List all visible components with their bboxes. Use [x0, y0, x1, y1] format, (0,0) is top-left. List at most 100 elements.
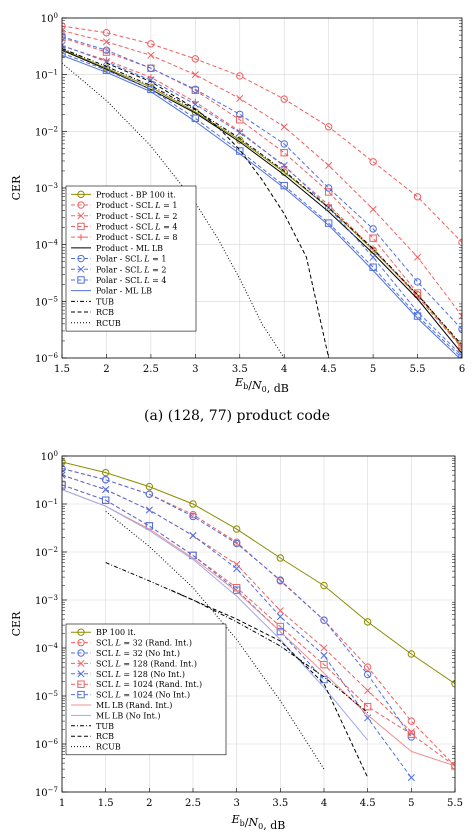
data-point — [363, 702, 372, 711]
chart-caption: (a) (128, 77) product code — [144, 408, 330, 424]
x-tick-label: 1.5 — [54, 364, 70, 375]
x-tick-label: 5.5 — [410, 364, 426, 375]
data-point — [236, 116, 244, 124]
data-point — [363, 670, 372, 679]
data-point — [276, 627, 285, 636]
data-point — [324, 123, 333, 131]
legend-item: TUB — [71, 297, 114, 306]
legend-marker — [77, 680, 85, 688]
data-point — [280, 148, 288, 157]
data-point — [369, 205, 377, 213]
data-point — [147, 76, 155, 84]
legend-item: RCB — [71, 732, 114, 741]
y-tick-label: 10−3 — [35, 594, 58, 607]
data-point — [324, 188, 333, 196]
data-point — [147, 40, 155, 48]
data-point — [276, 622, 285, 631]
y-tick-label: 10−3 — [35, 182, 58, 195]
y-tick-label: 10−6 — [35, 352, 59, 365]
x-tick-label: 2.5 — [143, 364, 159, 375]
legend-marker — [77, 222, 85, 231]
series-line — [62, 37, 462, 349]
series-line — [62, 44, 462, 357]
legend-marker — [77, 190, 85, 199]
legend-label: RCB — [96, 308, 114, 317]
series-line — [62, 30, 462, 317]
series-line — [62, 36, 462, 330]
data-point — [363, 618, 372, 626]
x-tick-label: 3 — [233, 798, 239, 809]
y-tick-label: 100 — [41, 450, 58, 463]
legend-marker — [77, 670, 85, 678]
data-point — [191, 55, 200, 63]
data-point — [280, 140, 288, 148]
data-point — [413, 312, 422, 320]
plot-frame — [61, 455, 456, 793]
legend-item: Product - ML LB — [71, 244, 163, 253]
legend-marker — [77, 276, 85, 284]
data-point — [102, 66, 111, 74]
legend-label: Product - SCL L = 1 — [96, 201, 177, 210]
data-point — [62, 471, 66, 479]
chart-1: 1.5 2 2.5 3 3.5 4 4.5 5 5.5 6 100 10−1 10−2 10−3 10−4 1… — [10, 12, 465, 424]
series-line — [62, 48, 462, 347]
data-point — [101, 468, 110, 477]
data-point — [280, 123, 288, 131]
x-tick-label: 3.5 — [272, 798, 288, 809]
data-point — [320, 644, 328, 652]
legend-marker — [77, 649, 85, 657]
data-point — [62, 458, 66, 466]
legend-label: TUB — [96, 722, 114, 731]
legend-label: Polar - SCL L = 2 — [96, 265, 166, 274]
x-tick-label: 4 — [281, 364, 287, 375]
y-tick-label: 10−1 — [35, 498, 58, 511]
data-point — [369, 158, 377, 166]
series-line — [62, 25, 462, 243]
data-point — [276, 607, 284, 615]
legend-item: RCUB — [71, 319, 121, 328]
legend-label: Polar - SCL L = 4 — [96, 276, 166, 285]
legend-item: Product - SCL L = 8 — [71, 233, 177, 242]
series-line — [62, 484, 325, 680]
data-point — [458, 344, 462, 352]
legend-marker — [77, 254, 85, 263]
series-line — [170, 589, 369, 778]
legend-item: SCL L = 128 (Rand. Int.) — [71, 659, 197, 668]
data-point — [413, 193, 422, 201]
legend-marker — [77, 233, 85, 241]
data-point — [103, 57, 110, 64]
data-point — [280, 161, 288, 170]
data-point — [236, 94, 244, 103]
legend-label: Product - SCL L = 8 — [96, 233, 177, 242]
legend-item: Polar - SCL L = 4 — [71, 276, 166, 285]
data-point — [281, 163, 288, 170]
legend-marker — [77, 212, 85, 220]
data-point — [320, 616, 328, 624]
x-tick-label: 5.5 — [447, 798, 463, 809]
data-point — [62, 22, 66, 30]
data-point — [147, 51, 155, 59]
data-point — [320, 581, 328, 590]
legend-item: SCL L = 128 (No Int.) — [71, 670, 185, 679]
legend-marker — [77, 201, 85, 209]
data-point — [102, 48, 111, 56]
legend-item: Polar - SCL L = 2 — [71, 265, 166, 274]
data-point — [407, 650, 416, 658]
legend-item: SCL L = 1024 (No Int.) — [71, 691, 190, 700]
legend-item: RCB — [71, 308, 114, 317]
legend-marker — [77, 659, 85, 667]
x-tick-label: 6 — [459, 364, 465, 375]
legend-label: Product - ML LB — [96, 244, 163, 253]
data-point — [458, 312, 462, 320]
y-tick-label: 10−4 — [35, 239, 59, 252]
legend-label: ML LB (Rand. Int.) — [96, 701, 172, 710]
series-line — [62, 489, 455, 767]
series-line — [105, 562, 369, 713]
data-point — [276, 613, 284, 621]
y-tick-label: 10−1 — [35, 69, 58, 82]
y-tick-label: 10−2 — [35, 546, 58, 559]
data-point — [280, 95, 288, 103]
data-point — [62, 41, 66, 49]
legend: BP 100 it.SCL L = 32 (Rand. Int.)SCL L =… — [65, 623, 227, 756]
